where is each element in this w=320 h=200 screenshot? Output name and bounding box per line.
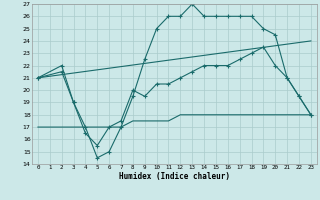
X-axis label: Humidex (Indice chaleur): Humidex (Indice chaleur)	[119, 172, 230, 181]
